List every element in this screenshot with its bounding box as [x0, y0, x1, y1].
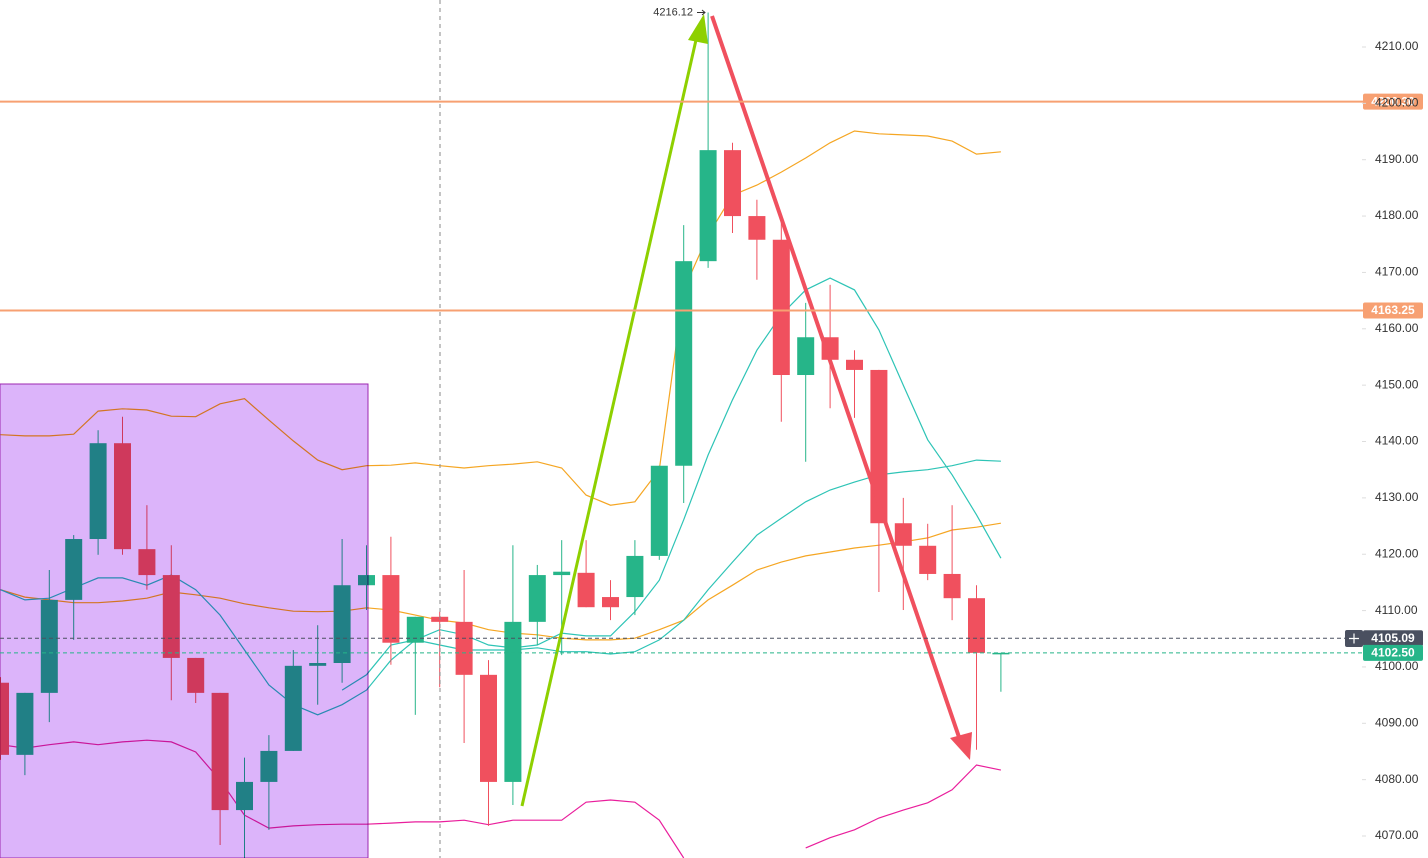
price-tag-label: 4105.09: [1371, 631, 1415, 645]
y-tick-label: 4180.00: [1375, 208, 1419, 222]
candle-body: [992, 652, 1010, 655]
candle-body: [406, 616, 424, 643]
indicator-line: [341, 459, 1001, 691]
candle-body: [968, 598, 985, 653]
y-tick-label: 4080.00: [1375, 772, 1419, 786]
y-tick-label: 4150.00: [1375, 377, 1419, 391]
trend-arrow-down: [710, 15, 962, 741]
y-tick-label: 4110.00: [1375, 603, 1418, 617]
price-tag: [1363, 93, 1423, 110]
candle-body: [675, 261, 693, 466]
add-icon: [1349, 633, 1359, 644]
candle-body: [772, 239, 790, 376]
candle-body: [602, 597, 619, 608]
candle-body: [894, 523, 912, 546]
candle-body: [748, 216, 766, 240]
y-tick-label: 4090.00: [1375, 715, 1419, 729]
price-tag-label: 4200.30: [1371, 94, 1415, 108]
candle-body: [650, 465, 668, 556]
y-tick-label: 4100.00: [1375, 659, 1419, 673]
candle-body: [797, 337, 815, 376]
candle-body: [382, 575, 400, 643]
price-tag: [1363, 630, 1423, 647]
trend-arrow-up: [520, 39, 698, 807]
high-label: 4216.12: [653, 6, 693, 18]
price-tag: [1363, 644, 1423, 661]
candle-body: [943, 573, 961, 599]
y-tick-label: 4160.00: [1375, 321, 1419, 335]
trend-arrow-down-head: [950, 732, 972, 760]
candle-body: [919, 545, 937, 574]
candle-body: [577, 572, 595, 608]
high-pointer: [697, 9, 706, 16]
candle-body: [455, 621, 473, 675]
y-tick-label: 4170.00: [1375, 265, 1419, 279]
candle-body: [528, 575, 546, 622]
highlight-box: [0, 383, 369, 858]
candle-body: [626, 555, 644, 598]
y-tick-label: 4120.00: [1375, 546, 1419, 560]
y-axis: 4070.00 4080.00 4090.00 4100.00 4110.00 4120.…: [1362, 39, 1419, 842]
price-tag-label: 4163.25: [1371, 303, 1415, 317]
price-tag-label: 4102.50: [1371, 646, 1415, 660]
candle-body: [480, 674, 497, 782]
candle-body: [724, 150, 741, 217]
candle-body: [553, 571, 571, 576]
y-tick-label: 4200.00: [1375, 96, 1419, 110]
candle-body: [504, 621, 522, 782]
y-tick-label: 4190.00: [1375, 152, 1419, 166]
candle-body: [846, 359, 863, 370]
y-tick-label: 4130.00: [1375, 490, 1419, 504]
price-tag: [1363, 302, 1423, 319]
candle-body: [699, 150, 717, 262]
trend-arrow-up-head: [688, 14, 708, 44]
y-tick-label: 4070.00: [1375, 828, 1419, 842]
y-tick-label: 4140.00: [1375, 434, 1419, 448]
y-tick-label: 4210.00: [1375, 39, 1419, 53]
